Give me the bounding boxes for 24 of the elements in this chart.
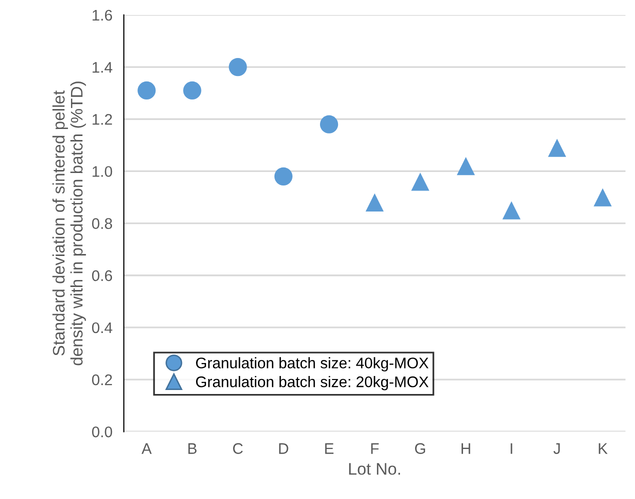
y-axis-title: Standard deviation of sintered pellet density with in production batch (%TD) <box>52 82 86 366</box>
x-tick-label: F <box>371 443 379 454</box>
y-tick-label: 0.6 <box>92 270 112 282</box>
y-tick-label: 0.2 <box>92 374 112 386</box>
x-tick-label: G <box>415 443 426 454</box>
y-tick-label: 0.0 <box>92 426 112 438</box>
x-tick-label: D <box>279 443 288 454</box>
x-tick-label: J <box>553 443 560 454</box>
y-tick-label: 0.8 <box>92 218 112 229</box>
y-tick-label: 1.6 <box>92 10 112 21</box>
x-tick-label: I <box>510 443 512 454</box>
x-tick-label: B <box>188 443 197 454</box>
legend-label: Granulation batch size: 40kg-MOX <box>196 357 428 372</box>
y-tick-label: 1.2 <box>92 114 112 125</box>
x-tick-label: C <box>233 443 243 454</box>
x-axis-title: Lot No. <box>349 463 400 475</box>
x-tick-label: H <box>462 443 470 454</box>
x-tick-label: K <box>598 443 608 454</box>
y-tick-label: 1.4 <box>92 62 112 73</box>
x-tick-label: E <box>325 443 334 454</box>
y-tick-label: 0.4 <box>92 322 112 334</box>
x-tick-label: A <box>142 443 152 454</box>
legend-label: Granulation batch size: 20kg-MOX <box>196 376 428 390</box>
y-tick-label: 1.0 <box>92 166 112 177</box>
